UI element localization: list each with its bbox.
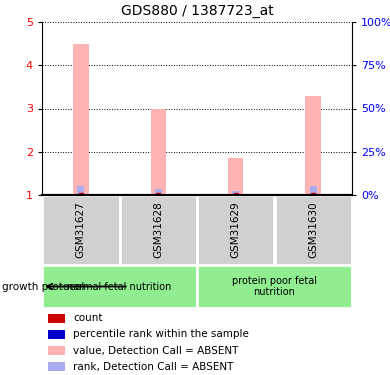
Bar — [197, 195, 275, 265]
Bar — [48, 362, 65, 371]
Bar — [42, 265, 197, 308]
Bar — [155, 189, 161, 195]
Text: protein poor fetal
nutrition: protein poor fetal nutrition — [232, 276, 317, 297]
Bar — [42, 195, 119, 265]
Bar — [119, 195, 197, 265]
Bar — [305, 96, 321, 195]
Text: growth protocol: growth protocol — [2, 282, 84, 291]
Bar — [197, 265, 352, 308]
Bar — [78, 186, 84, 195]
Bar — [48, 314, 65, 322]
Bar — [48, 330, 65, 339]
Bar — [275, 195, 352, 265]
Bar — [73, 44, 89, 195]
Text: GSM31630: GSM31630 — [308, 202, 318, 258]
Text: count: count — [73, 313, 103, 323]
Bar — [232, 190, 239, 195]
Text: rank, Detection Call = ABSENT: rank, Detection Call = ABSENT — [73, 362, 233, 372]
Text: percentile rank within the sample: percentile rank within the sample — [73, 329, 249, 339]
Title: GDS880 / 1387723_at: GDS880 / 1387723_at — [121, 4, 273, 18]
Bar — [228, 158, 243, 195]
Bar — [151, 108, 166, 195]
Bar — [48, 346, 65, 355]
Bar — [310, 186, 317, 195]
Text: GSM31628: GSM31628 — [153, 202, 163, 258]
Text: GSM31629: GSM31629 — [231, 202, 241, 258]
Text: normal fetal nutrition: normal fetal nutrition — [67, 282, 172, 291]
Text: GSM31627: GSM31627 — [76, 202, 86, 258]
Text: value, Detection Call = ABSENT: value, Detection Call = ABSENT — [73, 346, 238, 355]
